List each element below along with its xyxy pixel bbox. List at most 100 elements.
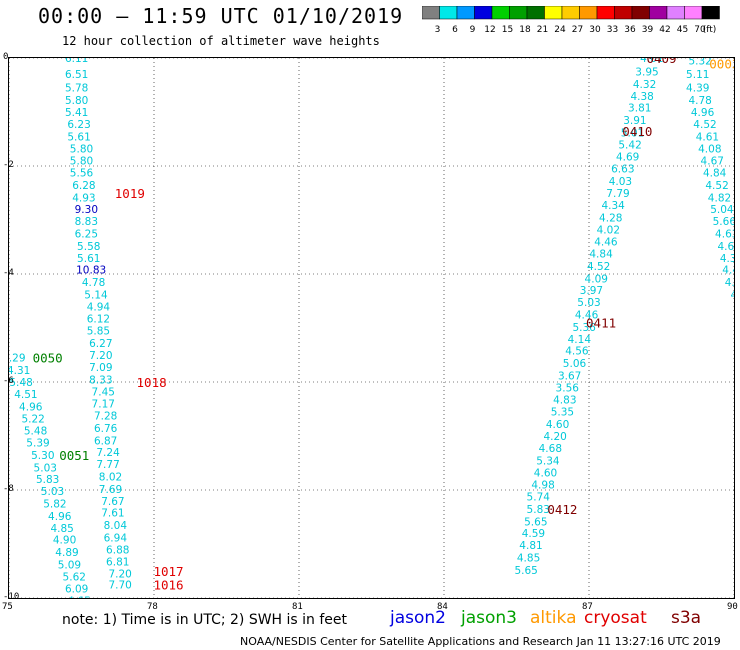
- wave-height-label: 5.61: [67, 131, 90, 143]
- wave-height-label: 7.77: [96, 459, 119, 471]
- wave-height-label: 4.51: [14, 389, 37, 401]
- wave-height-label: 4.52: [587, 261, 610, 273]
- wave-height-label: 4.61: [696, 131, 719, 143]
- wave-height-label: 4.98: [531, 480, 554, 492]
- wave-height-label: 5.39: [26, 437, 49, 449]
- wave-height-label: 4.52: [705, 180, 728, 192]
- wave-height-label: 5.74: [527, 491, 551, 503]
- wave-height-label: 5.41: [65, 107, 88, 119]
- wave-height-label: 8.02: [99, 472, 122, 484]
- colorbar-swatch: [614, 6, 633, 20]
- wave-height-label: 5.66: [713, 216, 735, 228]
- wave-height-label: 5.03: [34, 462, 57, 474]
- colorbar-label: 24: [554, 25, 566, 35]
- wave-height-label: 5.48: [24, 426, 47, 438]
- wave-height-label: 5.85: [87, 326, 110, 338]
- satellite-legend-item: jason2: [390, 608, 446, 628]
- wave-height-label: 6.94: [104, 533, 128, 545]
- colorbar-label: 21: [537, 25, 548, 35]
- wave-height-label: 4.96: [48, 511, 72, 523]
- wave-height-label: 7.45: [92, 387, 115, 399]
- wave-height-label: 5.35: [551, 407, 574, 419]
- pass-time-label: 1018: [137, 375, 167, 390]
- lat-tick-label: -4: [3, 268, 14, 278]
- satellite-legend-item: cryosat: [584, 608, 647, 628]
- wave-height-label: 6.12: [87, 313, 110, 325]
- satellite-legend-item: s3a: [671, 608, 702, 628]
- wave-height-label: 4.39: [686, 83, 709, 95]
- wave-height-label: 4.52: [693, 119, 716, 131]
- wave-height-label: 4.93: [72, 192, 95, 204]
- wave-height-label: 4.34: [601, 200, 625, 212]
- wave-height-label: 5.30: [31, 450, 54, 462]
- pass-time-label: 0410: [622, 124, 652, 139]
- colorbar-label: 27: [572, 25, 583, 35]
- colorbar-label: 39: [642, 25, 654, 35]
- wave-height-label: 6.88: [106, 544, 129, 556]
- wave-height-label: 5.34: [536, 455, 560, 467]
- wave-height-label: 5.42: [618, 139, 641, 151]
- wave-height-label: 3.81: [628, 103, 651, 115]
- wave-height-label: 7.69: [99, 484, 122, 496]
- colorbar-swatch: [701, 6, 720, 20]
- pass-time-label: 1019: [115, 186, 145, 201]
- wave-height-label: 7.67: [101, 496, 124, 508]
- wave-height-label: 4.59: [522, 528, 545, 540]
- wave-height-label: 6.87: [94, 435, 117, 447]
- wave-height-label: 4.03: [609, 176, 632, 188]
- pass-time-label: 0050: [33, 351, 63, 366]
- lat-tick-label: -8: [3, 484, 14, 494]
- wave-height-label: 5.80: [65, 95, 88, 107]
- wave-height-label: 4.60: [546, 419, 569, 431]
- wave-height-label: 5.56: [70, 167, 94, 179]
- wave-height-label: 4.80: [725, 277, 735, 289]
- wave-height-label: 4.60: [534, 468, 557, 480]
- colorbar-label: 18: [519, 25, 531, 35]
- lat-tick-label: 0: [3, 52, 9, 62]
- wave-height-label: 4.5: [730, 290, 735, 302]
- colorbar-label: 33: [607, 25, 618, 35]
- wave-height-label: 4.67: [701, 156, 724, 168]
- colorbar-swatch: [474, 6, 493, 20]
- colorbar-label: 9: [470, 25, 476, 35]
- wave-height-label: 5.32: [688, 57, 711, 68]
- satellite-legend-item: altika: [530, 608, 577, 628]
- wave-height-label: 5.36: [572, 322, 596, 334]
- lon-tick-label: 75: [2, 602, 13, 612]
- wave-height-label: 6.25: [75, 229, 98, 241]
- wave-height-label: 5.03: [577, 297, 600, 309]
- wave-height-label: 4.39: [720, 253, 735, 265]
- wave-height-label: 7.09: [89, 362, 112, 374]
- wave-height-label: 6.09: [65, 583, 88, 595]
- wave-height-label: 4.14: [568, 334, 592, 346]
- wave-height-label: 6.23: [67, 119, 90, 131]
- credit-line: NOAA/NESDIS Center for Satellite Applica…: [240, 635, 721, 648]
- wave-height-label: 5.22: [21, 414, 44, 426]
- wave-height-label: 7.17: [92, 399, 115, 411]
- wave-height-label: 4.38: [630, 91, 653, 103]
- wave-height-label: 5.11: [686, 69, 709, 81]
- colorbar-swatch: [561, 6, 580, 20]
- colorbar-label: 30: [589, 25, 601, 35]
- wave-height-label: 4.68: [539, 443, 562, 455]
- wave-height-label: 5.80: [70, 156, 93, 168]
- wave-height-label: 5.78: [65, 83, 88, 95]
- wave-height-label: 4.28: [599, 212, 622, 224]
- colorbar-label: 3: [435, 25, 441, 35]
- wave-height-label: 6.27: [89, 338, 112, 350]
- wave-height-label: 7.79: [606, 188, 629, 200]
- wave-height-label: 4.02: [597, 225, 620, 237]
- wave-height-label: 4.89: [55, 547, 78, 559]
- lat-tick-label: -2: [3, 160, 14, 170]
- wave-height-label: 6.51: [65, 69, 88, 81]
- colorbar-swatch: [579, 6, 598, 20]
- wave-height-label: 4.31: [8, 365, 30, 377]
- colorbar-swatch: [456, 6, 475, 20]
- wave-height-label: 6.28: [72, 180, 95, 192]
- wave-height-label: 4.96: [691, 107, 715, 119]
- colorbar-label: 12: [484, 25, 495, 35]
- pass-time-label: 1017: [153, 564, 183, 579]
- wave-height-label: 4.63: [715, 229, 735, 241]
- wave-height-label: 4.85: [50, 523, 73, 535]
- wave-height-label: 5.14: [84, 290, 108, 302]
